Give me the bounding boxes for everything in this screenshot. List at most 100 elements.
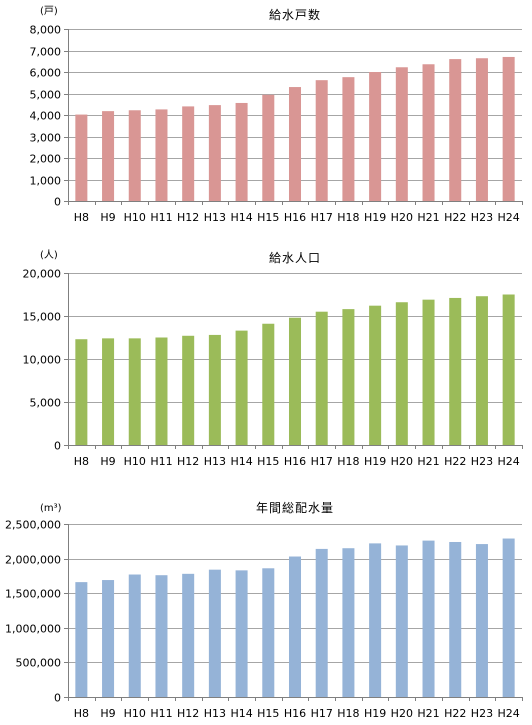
bar-h16 [288,556,302,697]
y-tick-label: 0 [54,196,61,209]
bar-h16 [288,317,302,445]
y-tick-label: 500,000 [16,657,62,670]
x-tick-label: H12 [177,211,199,224]
x-tick-label: H13 [204,211,226,224]
bar-h21 [422,299,435,445]
x-tick-label: H16 [284,707,306,720]
bar-h18 [342,77,355,201]
x-tick-label: H11 [150,211,172,224]
x-tick-label: H18 [337,707,359,720]
x-tick-label: H9 [100,707,115,720]
y-tick-label: 1,000 [30,175,62,188]
chart-population-unit: (人) [40,249,58,261]
bar-h11 [155,337,168,445]
bar-h18 [342,309,355,445]
bar-h15 [262,568,275,697]
bar-h19 [369,305,382,445]
x-tick-label: H10 [124,707,146,720]
y-tick-label: 0 [54,440,61,453]
x-tick-label: H13 [204,707,226,720]
y-tick-label: 8,000 [30,24,62,37]
x-tick-label: H18 [337,455,359,468]
bar-h17 [315,311,328,445]
x-tick-label: H19 [364,707,386,720]
x-tick-label: H10 [124,455,146,468]
chart-population: (人) 給水人口 0 5,000 10,000 15,000 20,000 H8 H9 H10… [23,249,523,468]
bar-h10 [128,574,141,697]
bar-h13 [208,569,221,697]
x-tick-label: H15 [257,707,279,720]
chart-households-title: 給水戸数 [269,7,321,22]
x-tick-label: H24 [498,707,520,720]
x-tick-label: H10 [124,211,146,224]
y-tick-label: 6,000 [30,67,62,80]
bar-h14 [235,570,248,697]
bar-h8 [75,582,88,697]
x-tick-label: H24 [498,455,520,468]
x-tick-label: H11 [150,455,172,468]
x-tick-label: H15 [257,455,279,468]
x-tick-label: H14 [230,211,252,224]
bar-h16 [288,87,302,201]
x-tick-label: H18 [337,211,359,224]
x-tick-label: H9 [100,211,115,224]
bar-h20 [395,545,408,697]
bar-h21 [422,64,435,201]
bar-h13 [208,334,221,445]
y-tick-label: 2,000 [30,153,62,166]
x-tick-label: H20 [391,455,413,468]
y-tick-label: 4,000 [30,110,62,123]
bar-h9 [102,338,115,445]
y-tick-label: 1,500,000 [5,588,61,601]
bar-h11 [155,109,168,201]
x-tick-label: H11 [150,707,172,720]
y-tick-label: 7,000 [30,46,62,59]
chart-households: (戸) 給水戸数 0 1,000 2,000 3,000 4,000 5,000 6,000… [30,5,523,224]
bar-h22 [449,297,462,445]
bar-h24 [502,294,515,445]
x-tick-label: H22 [444,455,466,468]
x-tick-label: H22 [444,707,466,720]
bar-h15 [262,323,275,445]
x-tick-label: H17 [311,455,333,468]
y-tick-label: 2,500,000 [5,519,61,532]
bar-h17 [315,548,328,697]
bar-h20 [395,67,408,202]
x-tick-label: H15 [257,211,279,224]
bar-h22 [449,59,462,201]
x-tick-label: H9 [100,455,115,468]
x-tick-label: H21 [417,707,439,720]
bar-h23 [475,544,488,697]
bar-h8 [75,339,88,445]
y-tick-label: 5,000 [30,89,62,102]
bar-h19 [369,543,382,697]
bar-h10 [128,110,141,201]
bar-h22 [449,541,462,697]
x-tick-label: H16 [284,455,306,468]
y-tick-label: 5,000 [30,397,62,410]
y-tick-label: 20,000 [23,268,62,281]
x-tick-label: H13 [204,455,226,468]
x-tick-label: H8 [74,455,89,468]
x-tick-label: H12 [177,707,199,720]
x-tick-label: H22 [444,211,466,224]
bar-h8 [75,114,88,201]
x-tick-label: H20 [391,211,413,224]
bar-h15 [262,94,275,201]
x-tick-label: H21 [417,211,439,224]
x-tick-label: H16 [284,211,306,224]
x-tick-label: H19 [364,211,386,224]
bar-h23 [475,296,488,445]
x-tick-label: H14 [230,707,252,720]
bar-h20 [395,302,408,445]
y-tick-label: 3,000 [30,132,62,145]
x-tick-label: H14 [230,455,252,468]
y-tick-label: 1,000,000 [5,623,61,636]
x-tick-label: H8 [74,707,89,720]
bar-h12 [182,106,195,201]
bar-h19 [369,72,382,201]
y-tick-label: 2,000,000 [5,554,61,567]
bar-h11 [155,575,168,697]
chart-water-volume-title: 年間総配水量 [256,501,334,515]
